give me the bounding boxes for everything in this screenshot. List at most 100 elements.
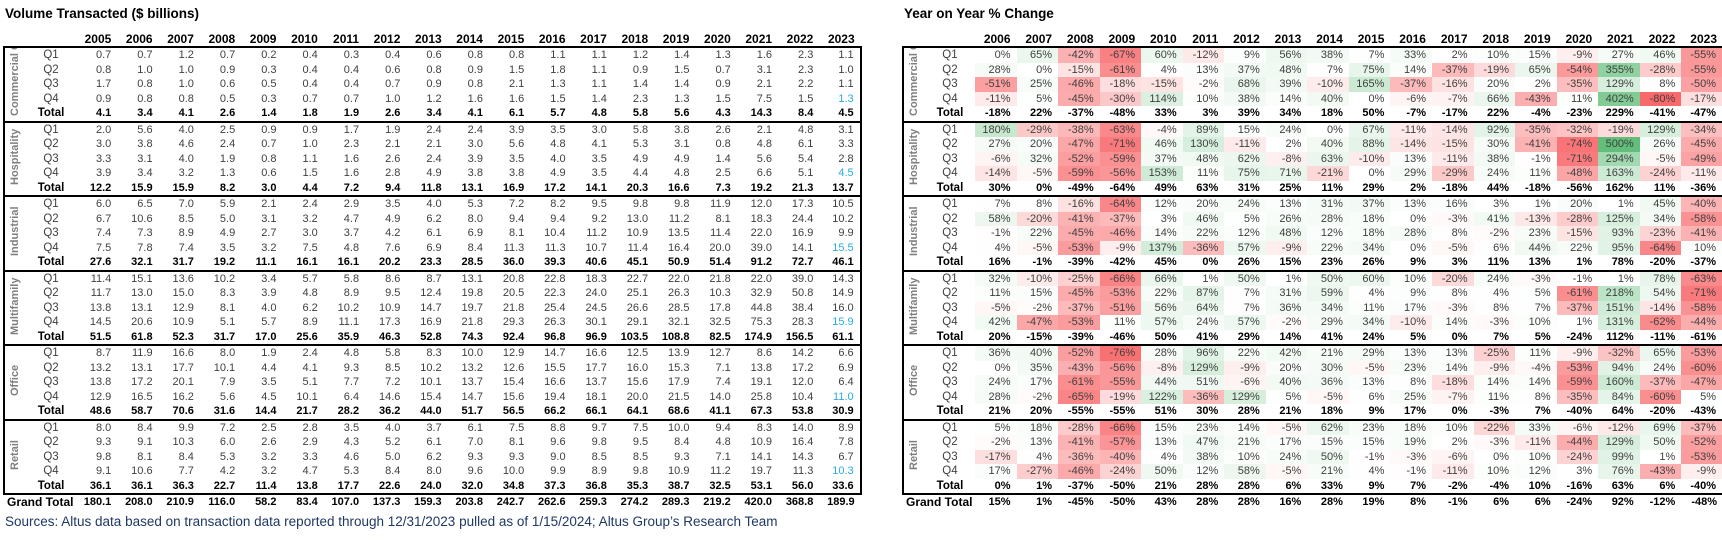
year-header: 2017 [1440,31,1468,46]
value-cell: 5.8 [632,123,649,136]
year-header-row: 2005 2006 2007 2008 2009 2010 2011 2012 2013 2014… [4,27,861,47]
value-cell: 5.3 [219,450,236,463]
row-label: Total [37,479,65,492]
value-cell: 10% [1224,449,1266,464]
value-cell: 1.1 [838,49,854,61]
value-cell: 12.0 [750,198,773,210]
value-cell: -29% [1016,121,1059,137]
value-cell: 3.2 [261,450,277,463]
value-cell: -10% [1348,151,1391,166]
value-cell: 32% [974,270,1017,286]
value-cell: 0.5 [219,92,236,105]
value-cell: 1.7 [96,78,112,90]
value-cell: 8.4 [798,107,814,119]
value-cell: 2.8 [302,421,318,434]
grand-total-cell: 6% [1534,496,1551,508]
value-cell: 3.0 [591,123,607,136]
value-cell: 13.1 [131,301,153,314]
value-cell: 9.6 [550,436,566,448]
value-cell: 31.7 [213,330,236,343]
value-cell: -1% [1390,464,1432,479]
value-cell: 11% [1515,166,1557,181]
value-cell: 28% [974,62,1017,77]
year-header: 2022 [786,31,814,46]
table-row: Q4 3.9 3.4 3.2 1.3 0.6 1.5 1.6 2.8 4.9 3.8 3.8 4.9 3.… [4,166,861,181]
value-cell: 8.1 [219,301,236,314]
value-cell: 9.8 [632,465,649,477]
value-cell: 68.6 [668,405,690,417]
table-row: Total 21% 20% -55% -55% 51% 30% 28% 21% 18% 9% 17% 0… [903,404,1722,420]
value-cell: 16.9 [791,227,814,239]
group-label: Office [4,345,26,420]
grand-total-cell: 8% [1410,496,1426,508]
value-cell: 7.0 [467,436,483,448]
value-cell: 5% [1224,211,1266,226]
value-cell: 3.5 [261,376,277,388]
value-cell: -21% [1307,166,1349,181]
value-cell: 4.4 [261,361,277,374]
value-cell: 11% [1515,345,1557,361]
value-cell: 75.3 [750,316,773,328]
value-cell: 11.2 [586,227,607,239]
value-cell: -50% [1109,479,1136,492]
group-label-text: Hospitality [9,128,22,185]
value-cell: 160% [1598,375,1640,390]
value-cell: 2.7 [261,227,277,239]
grand-total-cell: 242.7 [496,496,525,508]
value-cell: -47% [1690,107,1716,119]
value-cell: 10.3 [832,465,854,477]
value-cell: 41% [1320,330,1343,343]
value-cell: 125% [1598,211,1640,226]
year-header: 2011 [333,31,360,46]
table-row: Q4 17% -27% -46% -24% 50% 12% 58% -5% 21% 4% -1% -11… [903,464,1722,479]
value-cell: 8.9 [838,421,854,434]
value-cell: -18% [1099,77,1142,92]
value-cell: 11.3 [503,241,525,254]
value-cell: 37% [1348,196,1391,212]
value-cell: 16.6 [668,181,690,194]
value-cell: 11.7 [90,287,112,299]
value-cell: 21% [1154,479,1177,492]
value-cell: -42% [1058,47,1100,63]
value-cell: 7.1 [715,450,731,463]
value-cell: 1.6 [467,92,483,105]
value-cell: 22.0 [750,272,773,285]
value-cell: 68% [1224,77,1266,92]
value-cell: -44% [1556,435,1599,450]
row-label: Total [936,479,964,492]
value-cell: -37% [1390,77,1432,92]
value-cell: 8.6 [756,347,773,359]
value-cell: 45% [1154,256,1177,268]
value-cell: 12.2 [89,181,112,194]
value-cell: -10% [1016,270,1059,286]
value-cell: -9% [1473,360,1516,375]
value-cell: 58.7 [131,405,153,417]
value-cell: 9% [1368,405,1385,417]
year-header: 2019 [662,31,690,46]
value-cell: -6% [1390,91,1432,106]
value-cell: -41% [1058,211,1100,226]
value-cell: 0.4 [302,78,318,90]
value-cell: 3.4 [137,167,153,179]
value-cell: 14.0 [791,421,814,434]
grand-total-cell: -45% [1067,496,1094,508]
value-cell: 10% [1431,419,1474,435]
value-cell: 3% [1202,107,1219,119]
grand-total-label: Grand Total [906,495,973,509]
value-cell: 31.6 [213,405,236,417]
group-label: Hospitality [903,122,925,197]
value-cell: 8.4 [178,450,194,463]
value-cell: 1.0 [838,63,854,76]
value-cell: 19% [1390,435,1432,450]
value-cell: 58% [974,211,1017,226]
value-cell: -6% [974,151,1017,166]
value-cell: -2% [1473,226,1516,241]
value-cell: 14% [1390,62,1432,77]
value-cell: 2.0 [96,123,112,136]
value-cell: -40% [1681,196,1722,212]
value-cell: 42% [974,315,1017,330]
value-cell: 12.9 [172,301,194,314]
value-cell: 36.2 [378,405,401,417]
value-cell: 9.5 [385,287,401,299]
value-cell: 37% [1141,151,1183,166]
